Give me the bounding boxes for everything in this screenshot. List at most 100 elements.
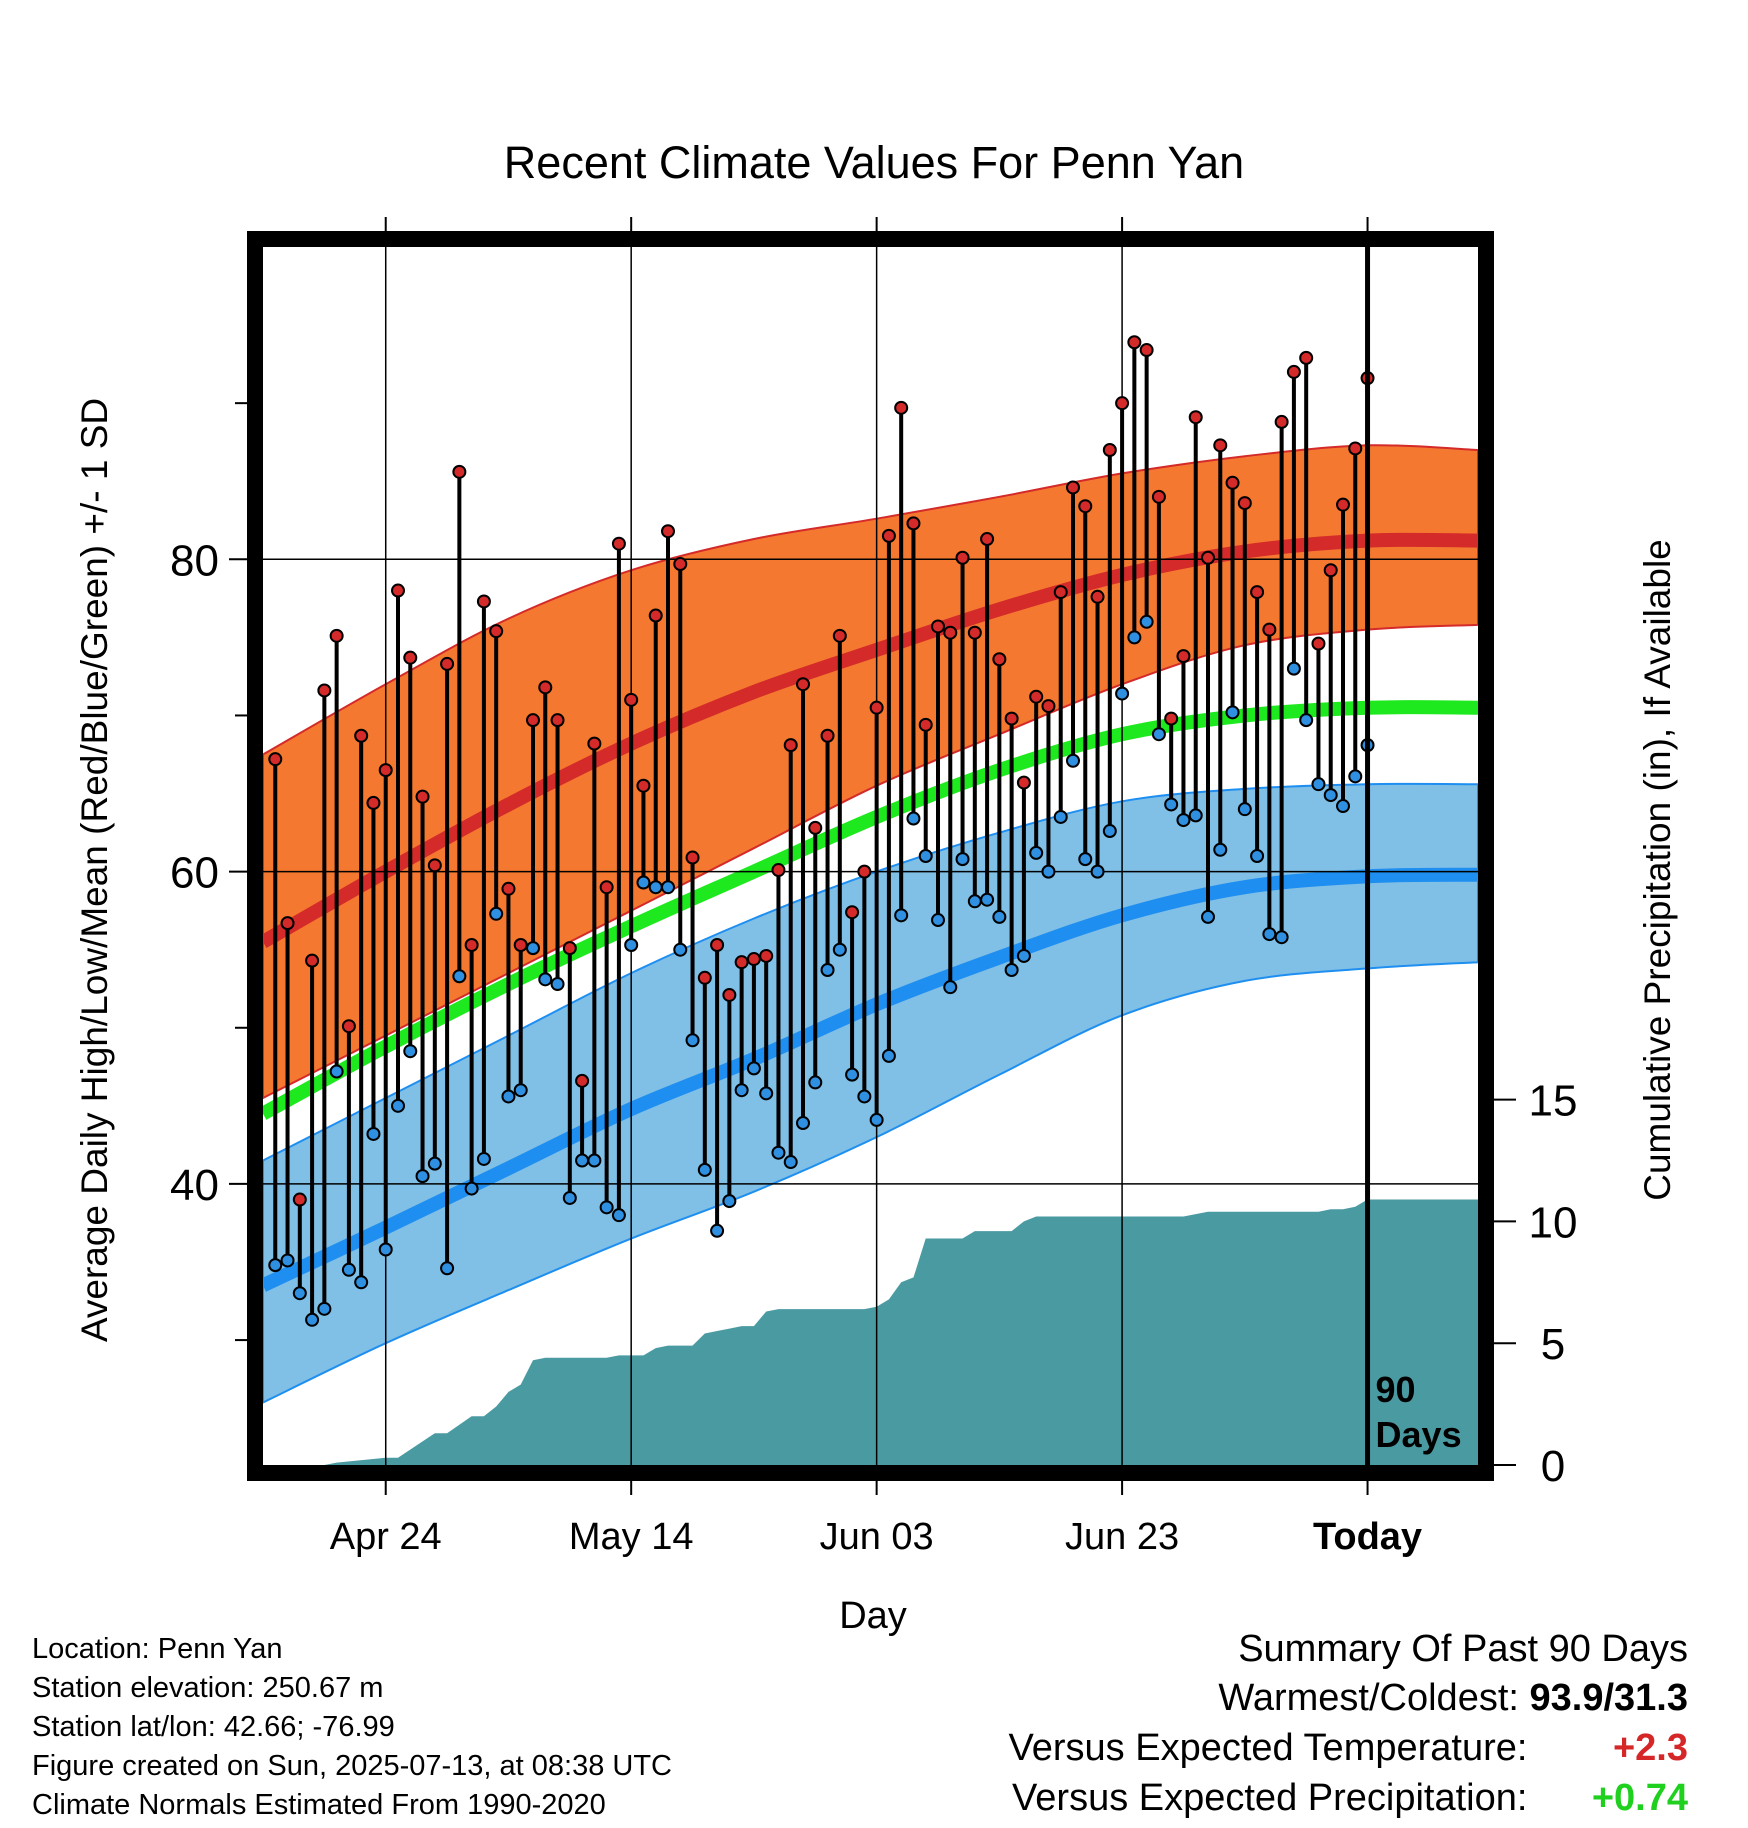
- daily-low-point: [526, 941, 540, 956]
- daily-high-point: [918, 717, 933, 732]
- elevation-text: Station elevation: 250.67 m: [32, 1672, 384, 1704]
- daily-low-point: [1041, 864, 1056, 879]
- daily-high-point: [452, 464, 467, 479]
- daily-high-point: [403, 650, 418, 665]
- daily-low-point: [808, 1075, 823, 1090]
- daily-high-point: [710, 938, 725, 953]
- x-tick-label: Jun 03: [820, 1516, 934, 1558]
- daily-low-point: [820, 962, 835, 977]
- daily-low-point: [464, 1181, 479, 1196]
- y2-tick-label: 5: [1541, 1320, 1565, 1369]
- daily-low-point: [1225, 705, 1240, 720]
- axes-group: Apr 24 May 14 Jun 03 Jun 23 Today 40 60 80 0 5 10 1…: [170, 217, 1577, 1558]
- daily-high-point: [992, 652, 1007, 667]
- daily-low-point: [341, 1262, 356, 1277]
- daily-high-point: [1078, 499, 1093, 514]
- daily-low-point: [1299, 713, 1314, 728]
- daily-high-point: [280, 916, 295, 931]
- daily-high-point: [378, 763, 393, 778]
- daily-high-point: [943, 625, 958, 640]
- daily-high-point: [464, 938, 479, 953]
- daily-low-point: [734, 1083, 749, 1098]
- daily-high-point: [1201, 550, 1215, 565]
- daily-low-point: [1250, 849, 1265, 863]
- daily-high-point: [759, 948, 774, 963]
- latlon-text: Station lat/lon: 42.66; -76.99: [32, 1711, 395, 1743]
- daily-low-point: [1066, 753, 1080, 768]
- daily-low-point: [513, 1083, 528, 1098]
- daily-low-point: [1176, 813, 1191, 828]
- daily-high-point: [1016, 775, 1031, 790]
- daily-low-point: [931, 913, 945, 928]
- y2-tick-label: 15: [1529, 1077, 1578, 1126]
- daily-low-point: [305, 1312, 320, 1327]
- daily-high-point: [845, 905, 860, 920]
- daily-high-point: [722, 987, 737, 1002]
- daily-high-point: [305, 953, 320, 968]
- daily-low-point: [1262, 927, 1277, 942]
- daily-low-point: [415, 1169, 430, 1184]
- daily-high-point: [624, 692, 639, 707]
- daily-low-point: [710, 1223, 725, 1238]
- today-days-label-number: 90: [1376, 1369, 1416, 1410]
- daily-high-point: [501, 881, 516, 896]
- daily-high-point: [857, 864, 872, 879]
- daily-low-point: [624, 938, 639, 953]
- summary-temp-row: Versus Expected Temperature: +2.3: [1009, 1723, 1688, 1773]
- daily-high-point: [341, 1019, 356, 1034]
- daily-low-point: [292, 1286, 307, 1301]
- daily-high-point: [636, 778, 651, 793]
- precip-anomaly-label: Versus Expected Precipitation:: [1012, 1777, 1528, 1819]
- daily-high-point: [1090, 589, 1105, 604]
- y-tick-label: 40: [170, 1161, 219, 1210]
- daily-low-point: [881, 1048, 896, 1063]
- chart-title: Recent Climate Values For Penn Yan: [504, 137, 1244, 188]
- daily-high-point: [1250, 585, 1265, 600]
- daily-high-point: [1176, 649, 1191, 664]
- temp-anomaly-label: Versus Expected Temperature:: [1008, 1727, 1528, 1769]
- daily-high-point: [1115, 396, 1130, 411]
- daily-low-point: [1237, 802, 1252, 817]
- daily-low-point: [354, 1275, 369, 1290]
- daily-high-point: [894, 400, 909, 415]
- daily-low-point: [1348, 769, 1363, 784]
- daily-high-point: [611, 536, 626, 551]
- daily-low-point: [329, 1064, 344, 1079]
- daily-low-point: [317, 1301, 332, 1316]
- daily-low-point: [636, 875, 651, 890]
- daily-low-point: [501, 1089, 516, 1104]
- daily-high-point: [440, 656, 455, 671]
- y2-tick-label: 10: [1529, 1198, 1578, 1247]
- daily-low-point: [1127, 630, 1142, 645]
- daily-low-point: [1016, 948, 1031, 963]
- daily-low-point: [1078, 852, 1093, 867]
- daily-low-point: [980, 892, 995, 907]
- daily-low-point: [599, 1200, 614, 1215]
- daily-high-point: [771, 863, 786, 878]
- y-tick-label: 80: [170, 536, 219, 585]
- daily-low-point: [476, 1151, 491, 1166]
- station-info: Location: Penn Yan Station elevation: 25…: [32, 1630, 672, 1825]
- daily-high-point: [1286, 364, 1301, 379]
- daily-low-point: [1164, 797, 1179, 812]
- daily-high-point: [1311, 636, 1326, 651]
- warmest-value: 93.9/31.3: [1529, 1677, 1688, 1719]
- daily-high-point: [1274, 414, 1289, 429]
- daily-high-point: [476, 594, 491, 609]
- daily-high-point: [1323, 563, 1338, 578]
- daily-low-point: [1201, 909, 1215, 924]
- daily-low-point: [611, 1208, 626, 1223]
- daily-high-point: [1127, 335, 1142, 350]
- daily-low-point: [992, 909, 1007, 924]
- daily-high-point: [268, 752, 283, 767]
- daily-high-point: [1029, 689, 1044, 704]
- daily-high-point: [869, 700, 884, 715]
- daily-high-point: [526, 713, 540, 728]
- daily-high-point: [1151, 489, 1166, 504]
- daily-observations: [268, 335, 1375, 1327]
- daily-high-point: [697, 970, 712, 985]
- daily-low-point: [1115, 686, 1130, 701]
- daily-low-point: [943, 980, 958, 995]
- daily-high-point: [1348, 441, 1363, 456]
- daily-low-point: [648, 880, 663, 895]
